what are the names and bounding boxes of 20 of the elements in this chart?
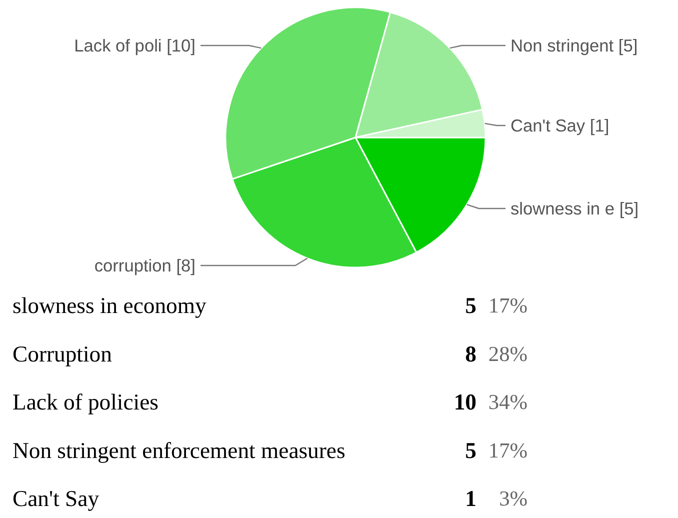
data-label: Non stringent [5] xyxy=(510,36,638,56)
data-label: corruption [8] xyxy=(94,256,196,276)
text: 34% xyxy=(488,390,528,414)
text: 17% xyxy=(488,294,528,318)
text: 17% xyxy=(488,438,528,462)
data-label: Can't Say [1] xyxy=(510,116,610,136)
text: 5 xyxy=(465,438,476,463)
text: 1 xyxy=(465,486,476,512)
text: 5 xyxy=(465,293,476,318)
text: Lack of policies xyxy=(12,390,158,415)
text: Can't Say xyxy=(12,486,100,512)
text: Non stringent enforcement measures xyxy=(12,438,346,463)
text: 8 xyxy=(465,341,476,366)
data-label: slowness in e [5] xyxy=(510,198,639,218)
text: 3% xyxy=(499,486,528,511)
text: 10 xyxy=(454,390,476,415)
data-label: Lack of poli [10] xyxy=(74,36,196,56)
text: Corruption xyxy=(12,341,112,366)
text: slowness in economy xyxy=(12,293,207,318)
text: 28% xyxy=(488,342,528,366)
